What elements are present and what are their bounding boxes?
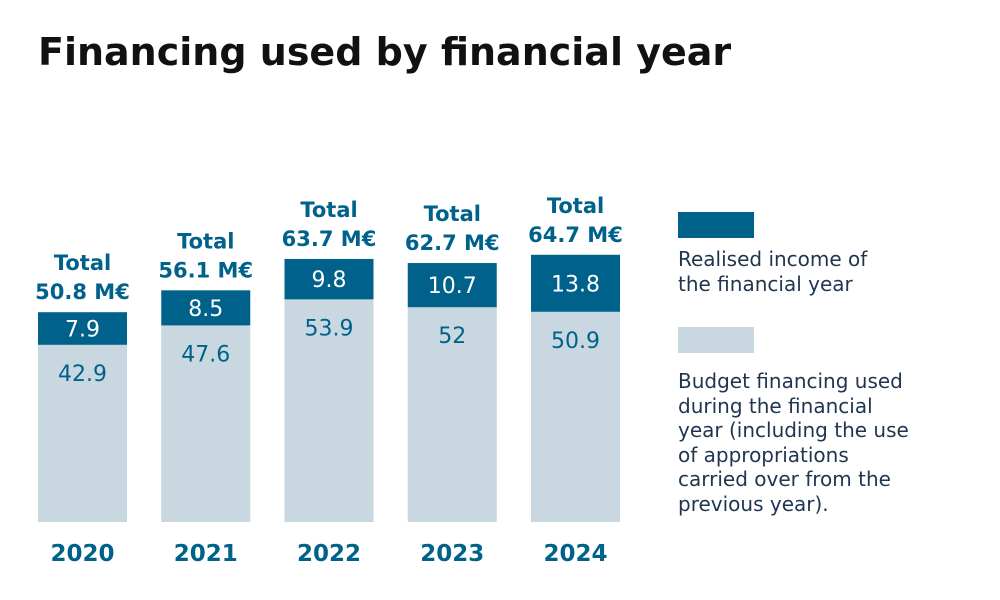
data-label-budget-financing: 42.9 <box>58 362 107 387</box>
x-tick-label: 2024 <box>543 541 607 567</box>
x-tick-label: 2022 <box>297 541 361 567</box>
data-label-realised-income: 9.8 <box>312 268 347 293</box>
total-value-label: 50.8 M€ <box>35 280 130 304</box>
total-value-label: 64.7 M€ <box>528 223 623 247</box>
x-tick-label: 2020 <box>50 541 114 567</box>
data-label-realised-income: 8.5 <box>188 297 223 322</box>
legend-label-line: year (including the use <box>678 418 909 442</box>
total-label: Total <box>547 194 604 218</box>
total-label: Total <box>300 198 357 222</box>
total-value-label: 63.7 M€ <box>282 227 377 251</box>
data-label-realised-income: 7.9 <box>65 318 100 343</box>
legend-label-line: Budget financing used <box>678 369 903 393</box>
bar-segment-realised-income <box>284 258 374 300</box>
total-label: Total <box>177 229 234 253</box>
data-label-budget-financing: 53.9 <box>305 316 354 341</box>
bar-segment-budget-financing <box>38 344 127 522</box>
bar-segment-budget-financing <box>531 311 620 522</box>
bar-segment-realised-income <box>161 290 251 326</box>
x-tick-label: 2021 <box>174 541 238 567</box>
legend-label-budget-financing: Budget financing used during the financi… <box>678 369 909 516</box>
legend-label-line: during the financial <box>678 393 873 418</box>
bar-segment-budget-financing <box>284 299 374 522</box>
legend-swatch-budget-financing <box>678 327 754 353</box>
data-label-realised-income: 10.7 <box>428 274 477 299</box>
total-label: Total <box>54 251 111 275</box>
legend-swatch-realised-income <box>678 212 754 238</box>
legend-label-line: carried over from the <box>678 467 891 491</box>
legend-label-line: the financial year <box>678 271 853 296</box>
legend-label-line: of appropriations <box>678 442 849 467</box>
bar-segment-realised-income <box>531 254 620 312</box>
chart-title: Financing used by financial year <box>38 30 732 74</box>
legend-label-line: previous year). <box>678 491 829 516</box>
total-label: Total <box>424 202 481 226</box>
total-value-label: 62.7 M€ <box>405 231 500 255</box>
legend-label-line: Realised income of <box>678 247 868 271</box>
bar-segment-realised-income <box>407 263 497 308</box>
data-label-budget-financing: 47.6 <box>181 342 230 367</box>
data-label-realised-income: 13.8 <box>551 272 600 297</box>
bar-segment-realised-income <box>38 312 127 345</box>
data-label-budget-financing: 50.9 <box>551 329 600 354</box>
legend-label-realised-income: Realised income of the financial year <box>678 247 867 296</box>
x-tick-label: 2023 <box>420 541 484 567</box>
bar-segment-budget-financing <box>407 307 497 522</box>
total-value-label: 56.1 M€ <box>158 258 253 282</box>
bar-segment-budget-financing <box>161 325 251 522</box>
data-label-budget-financing: 52 <box>438 324 466 349</box>
